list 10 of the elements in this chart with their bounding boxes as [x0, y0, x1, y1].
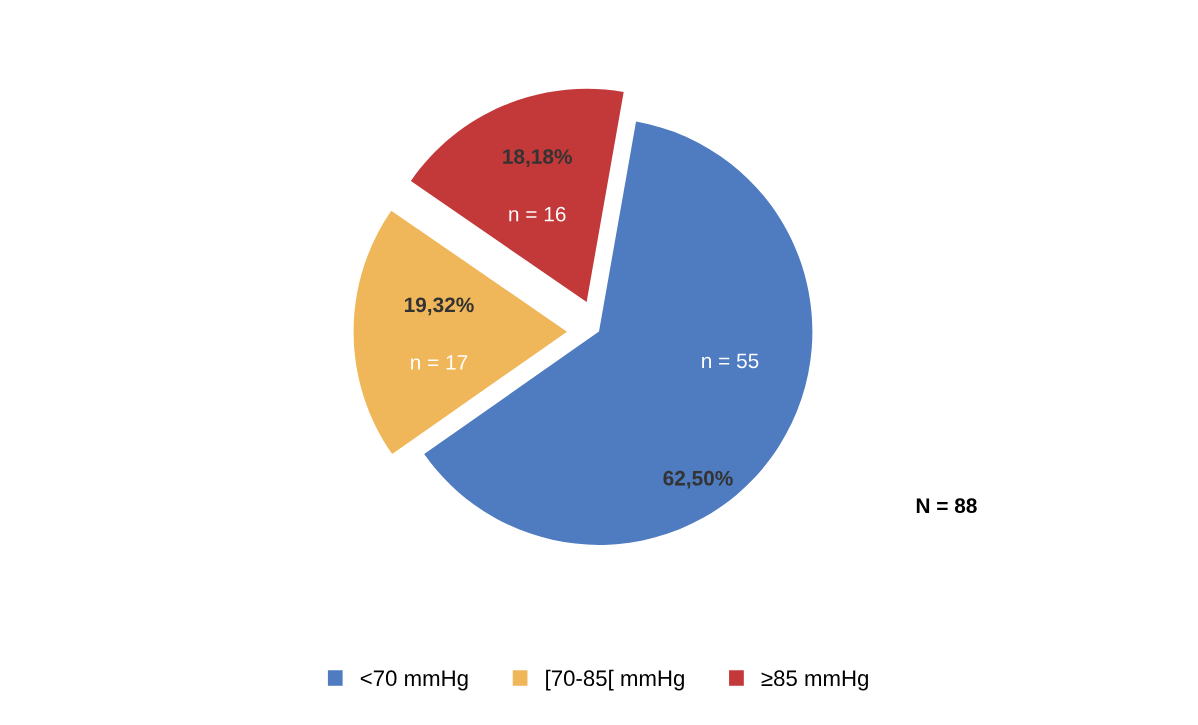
legend-label: [70-85[ mmHg [546, 669, 684, 691]
data-label: 62,50% [663, 470, 733, 489]
text: n = 55 [702, 353, 759, 369]
text: N = 88 [916, 498, 977, 514]
data-label: 18,18% [503, 149, 572, 167]
text: n = 16 [509, 206, 566, 222]
legend-label: ≥85 mmHg [761, 670, 868, 691]
legend-label: <70 mmHg [360, 670, 468, 691]
text: n = 17 [411, 355, 468, 370]
data-label: 19,32% [404, 297, 474, 316]
